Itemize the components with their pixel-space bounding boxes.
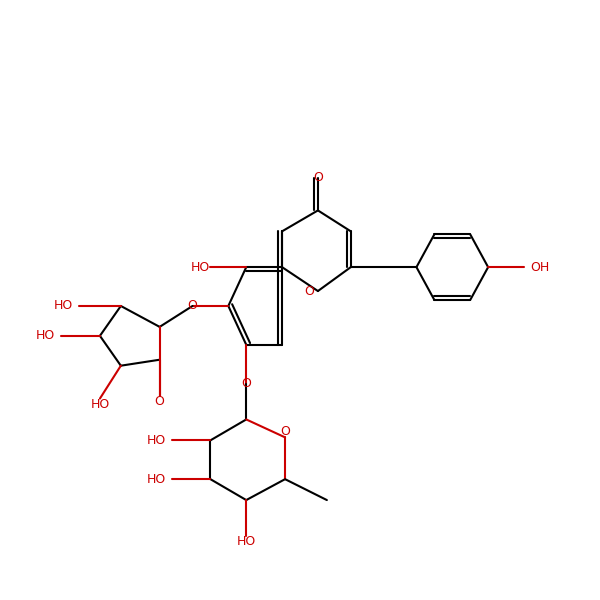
Text: HO: HO [36, 329, 55, 343]
Text: HO: HO [54, 299, 73, 313]
Text: HO: HO [236, 535, 256, 548]
Text: HO: HO [191, 260, 211, 274]
Text: HO: HO [146, 473, 166, 485]
Text: HO: HO [91, 398, 110, 411]
Text: O: O [241, 377, 251, 390]
Text: O: O [155, 395, 164, 408]
Text: OH: OH [530, 260, 549, 274]
Text: O: O [304, 284, 314, 298]
Text: O: O [280, 425, 290, 438]
Text: HO: HO [146, 434, 166, 447]
Text: O: O [188, 299, 197, 313]
Text: O: O [313, 171, 323, 184]
